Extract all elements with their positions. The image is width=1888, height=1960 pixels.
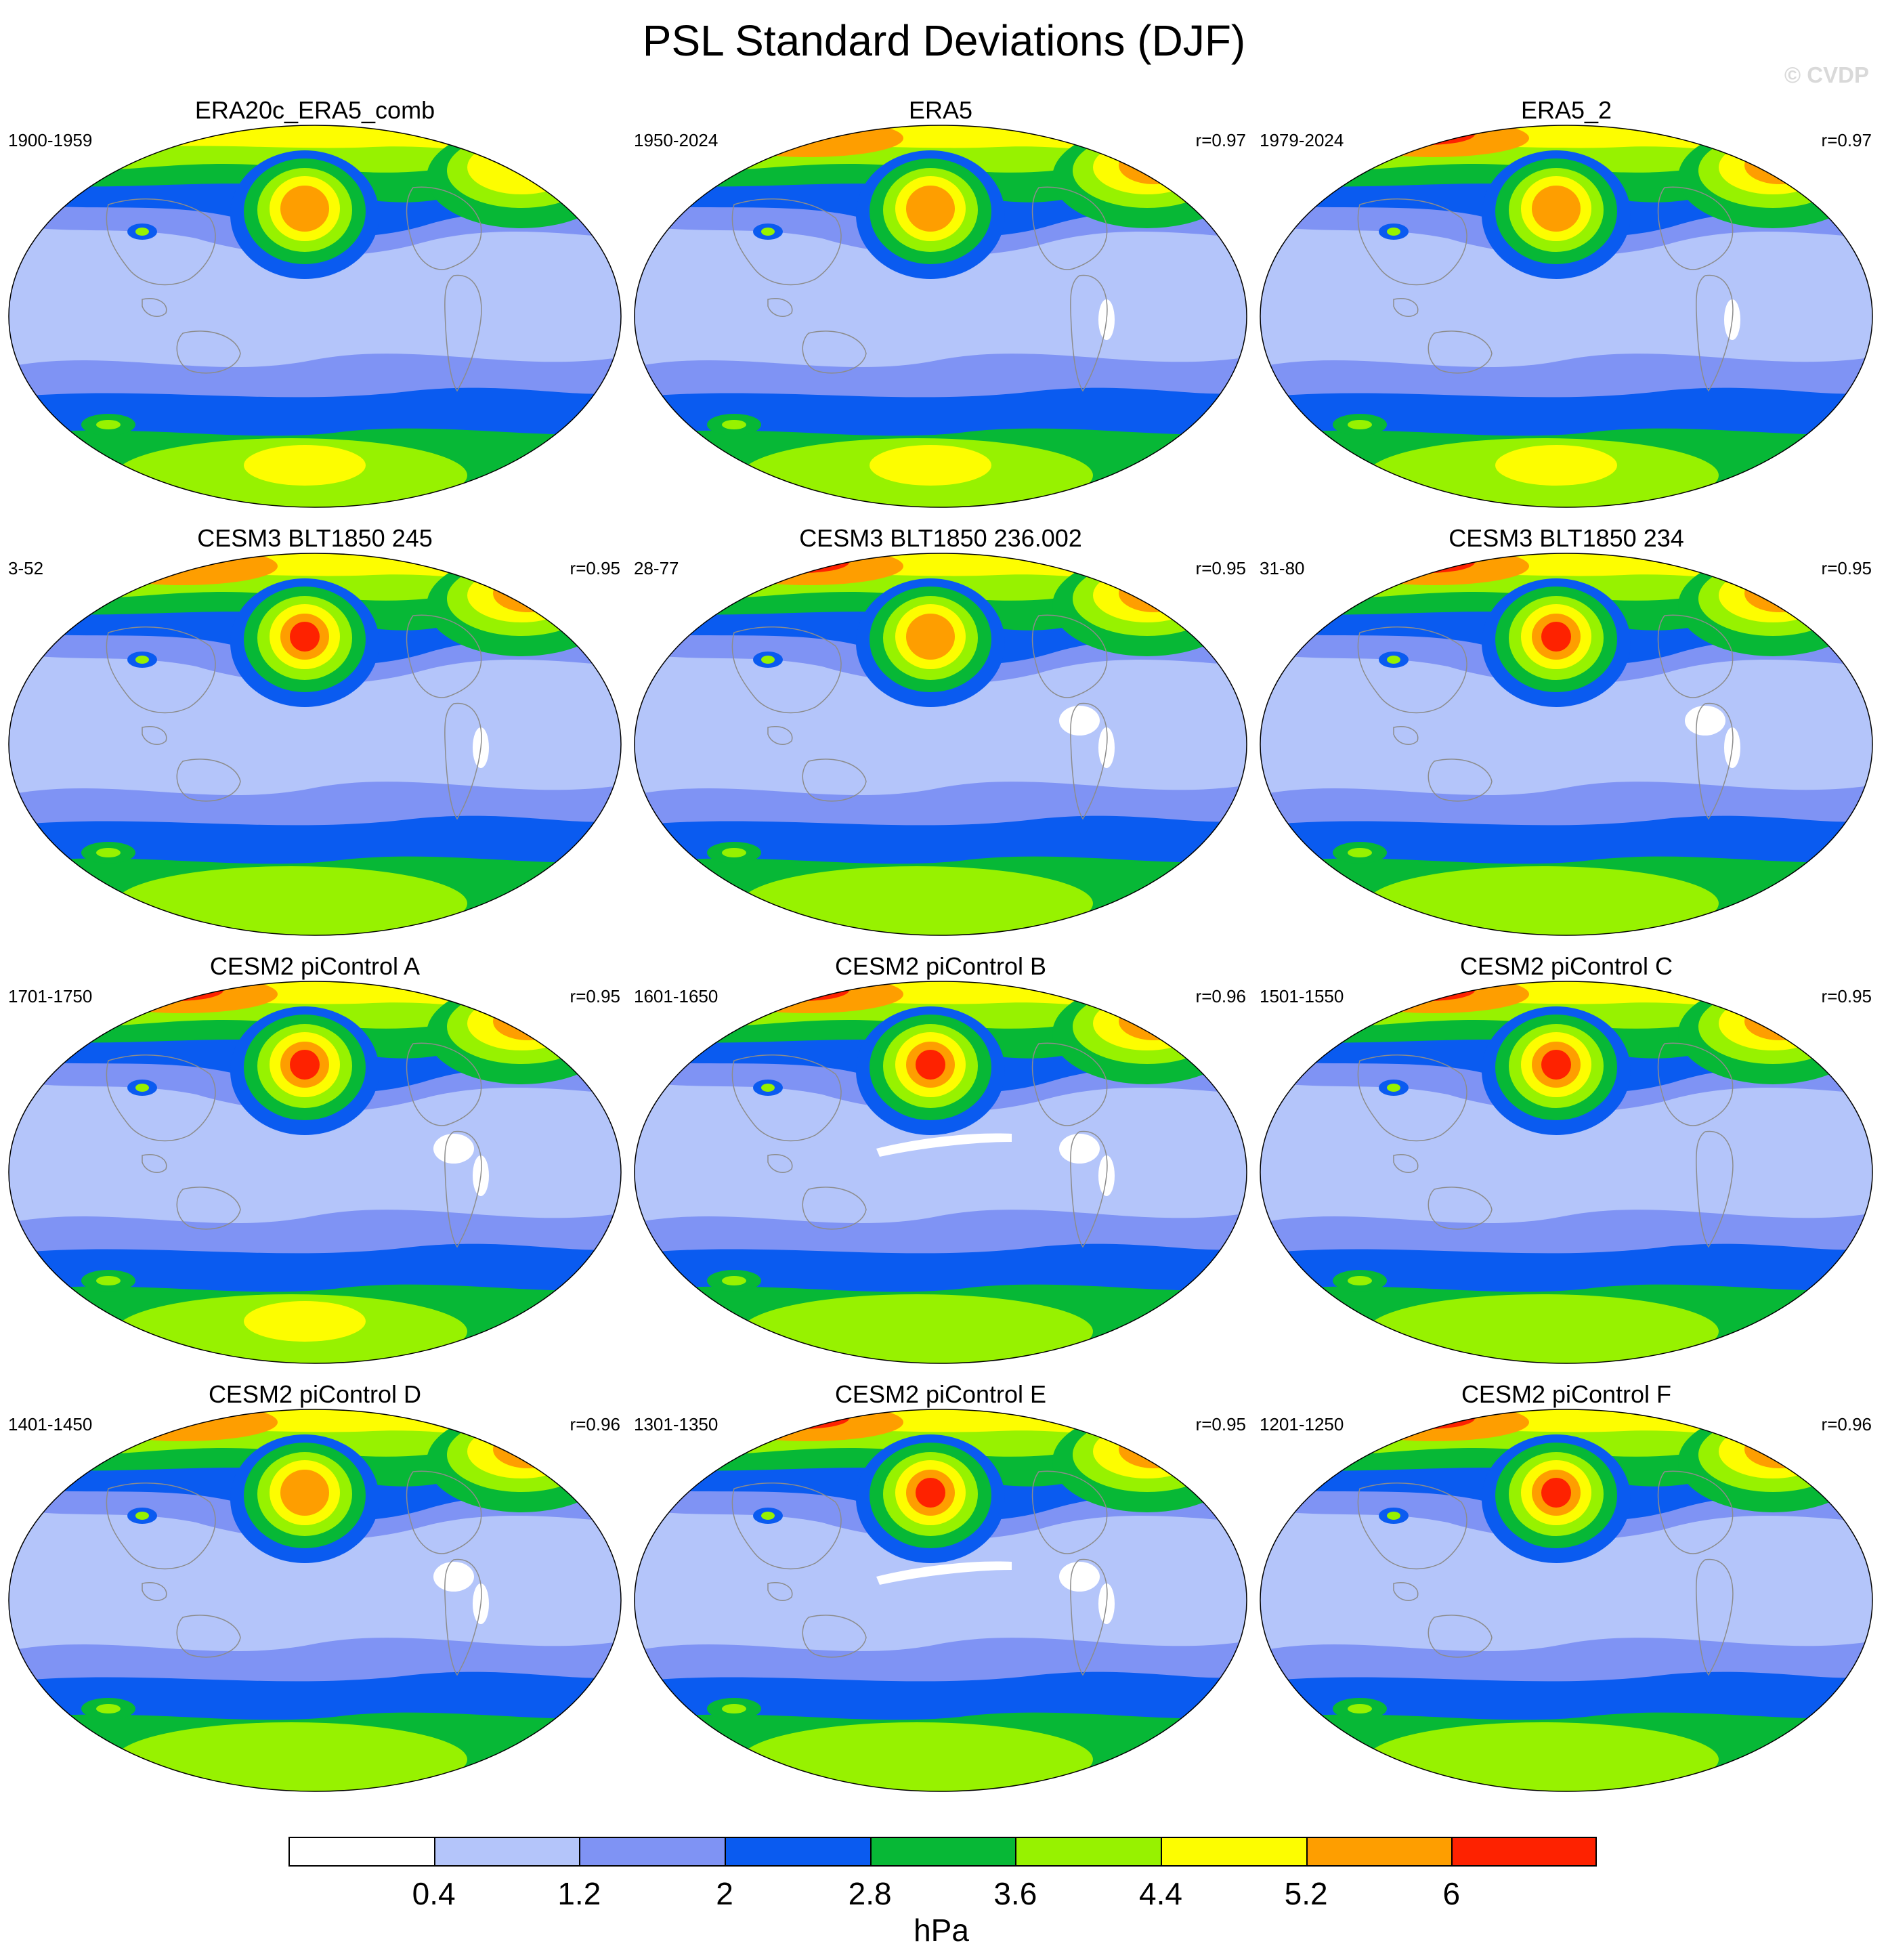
panel-correlation: r=0.95: [1821, 986, 1872, 1006]
contour-map: [1260, 1409, 1873, 1792]
panel-correlation: r=0.96: [1821, 1414, 1872, 1434]
map-panel: CESM3 BLT1850 245 3-52 r=0.95: [7, 524, 623, 937]
colorbar-swatch: [1015, 1837, 1161, 1867]
panel-title: CESM3 BLT1850 245: [197, 524, 433, 552]
panel-correlation: r=0.95: [570, 986, 620, 1006]
panel-title: CESM2 piControl F: [1461, 1380, 1672, 1408]
map-panel: CESM3 BLT1850 234 31-80 r=0.95: [1258, 524, 1874, 937]
map-panel: CESM2 piControl F 1201-1250 r=0.96: [1258, 1380, 1874, 1793]
map-panel: ERA20c_ERA5_comb 1900-1959: [7, 96, 623, 509]
panel-title: ERA5: [908, 96, 973, 124]
map-panel: CESM2 piControl E 1301-1350 r=0.95: [632, 1380, 1249, 1793]
contour-map: [1260, 981, 1873, 1364]
contour-map: [8, 981, 622, 1364]
map-panel: CESM2 piControl A 1701-1750 r=0.95: [7, 952, 623, 1365]
panel-correlation: r=0.97: [1195, 130, 1246, 150]
panel-title: CESM2 piControl B: [834, 952, 1047, 980]
panel-years: 1701-1750: [8, 986, 93, 1006]
panel-years: 1979-2024: [1260, 130, 1344, 150]
watermark: © CVDP: [1784, 62, 1869, 87]
colorbar-tick-label: 2.8: [848, 1876, 892, 1911]
contour-map: [1260, 125, 1873, 508]
colorbar-swatch: [579, 1837, 725, 1867]
panel-correlation: r=0.95: [1195, 1414, 1246, 1434]
contour-map: [634, 981, 1247, 1364]
panel-years: 1950-2024: [634, 130, 718, 150]
panel-title: CESM2 piControl A: [209, 952, 421, 980]
panel-title: ERA5_2: [1520, 96, 1612, 124]
colorbar-swatch: [870, 1837, 1016, 1867]
contour-map: [634, 553, 1247, 936]
panel-years: 28-77: [634, 558, 679, 578]
panel-years: 1900-1959: [8, 130, 93, 150]
colorbar-tick-label: 6: [1442, 1876, 1461, 1911]
panel-title: CESM2 piControl E: [834, 1380, 1047, 1408]
panel-title: CESM2 piControl D: [208, 1380, 422, 1408]
colorbar-swatch: [725, 1837, 871, 1867]
colorbar-swatch: [1451, 1837, 1597, 1867]
map-panel: CESM2 piControl D 1401-1450 r=0.96: [7, 1380, 623, 1793]
panel-years: 1501-1550: [1260, 986, 1344, 1006]
map-panel: CESM2 piControl B 1601-1650 r=0.96: [632, 952, 1249, 1365]
contour-map: [8, 1409, 622, 1792]
colorbar-tick-label: 3.6: [993, 1876, 1037, 1911]
contour-map: [8, 125, 622, 508]
panel-title: CESM2 piControl C: [1459, 952, 1673, 980]
colorbar-swatch: [1161, 1837, 1307, 1867]
panel-title: CESM3 BLT1850 234: [1449, 524, 1684, 552]
colorbar-tick-label: 5.2: [1284, 1876, 1328, 1911]
contour-map: [634, 125, 1247, 508]
panel-correlation: r=0.97: [1821, 130, 1872, 150]
colorbar-tick-label: 0.4: [412, 1876, 456, 1911]
contour-map: [634, 1409, 1247, 1792]
colorbar-tick-label: 2: [716, 1876, 733, 1911]
contour-map: [8, 553, 622, 936]
colorbar-swatch: [288, 1837, 435, 1867]
colorbar: [288, 1837, 1597, 1867]
page-title: PSL Standard Deviations (DJF): [642, 16, 1246, 65]
panel-years: 1401-1450: [8, 1414, 93, 1434]
panel-correlation: r=0.95: [1821, 558, 1872, 578]
colorbar-swatch: [433, 1837, 580, 1867]
colorbar-tick-label: 1.2: [557, 1876, 601, 1911]
map-panel: ERA5_2 1979-2024 r=0.97: [1258, 96, 1874, 509]
panel-years: 1301-1350: [634, 1414, 718, 1434]
panel-correlation: r=0.96: [570, 1414, 620, 1434]
map-panel: CESM2 piControl C 1501-1550 r=0.95: [1258, 952, 1874, 1365]
panel-years: 1201-1250: [1260, 1414, 1344, 1434]
panel-correlation: r=0.96: [1195, 986, 1246, 1006]
panel-years: 31-80: [1260, 558, 1305, 578]
panel-correlation: r=0.95: [1195, 558, 1246, 578]
map-panel: CESM3 BLT1850 236.002 28-77 r=0.95: [632, 524, 1249, 937]
contour-map: [1260, 553, 1873, 936]
colorbar-swatch: [1306, 1837, 1452, 1867]
panel-years: 3-52: [8, 558, 44, 578]
map-panel: ERA5 1950-2024 r=0.97: [632, 96, 1249, 509]
panel-correlation: r=0.95: [570, 558, 620, 578]
panel-title: CESM3 BLT1850 236.002: [799, 524, 1082, 552]
colorbar-units: hPa: [914, 1913, 969, 1948]
colorbar-tick-label: 4.4: [1139, 1876, 1182, 1911]
panel-title: ERA20c_ERA5_comb: [194, 96, 435, 124]
panel-years: 1601-1650: [634, 986, 718, 1006]
